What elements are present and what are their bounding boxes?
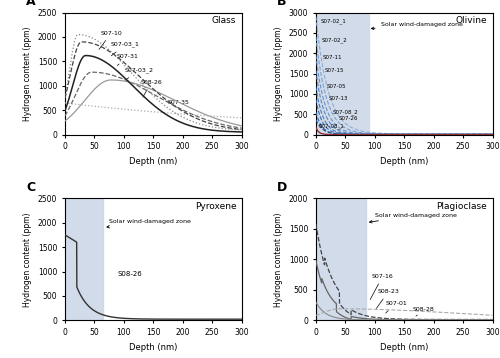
Bar — [65, 198, 104, 320]
Text: S08-28: S08-28 — [413, 307, 435, 316]
Bar — [316, 13, 369, 135]
Text: Pyroxene: Pyroxene — [194, 202, 236, 211]
Text: S07-35: S07-35 — [168, 100, 190, 111]
Text: S07-05: S07-05 — [326, 84, 346, 89]
Text: S07-15: S07-15 — [324, 68, 344, 73]
X-axis label: Depth (nm): Depth (nm) — [380, 157, 428, 166]
Text: Glass: Glass — [212, 16, 236, 25]
Y-axis label: Hydrogen content (ppm): Hydrogen content (ppm) — [274, 212, 283, 306]
Text: S08-26: S08-26 — [140, 80, 162, 97]
Bar — [316, 198, 366, 320]
Text: Solar wind-damaged zone: Solar wind-damaged zone — [372, 22, 462, 30]
Text: S07-01: S07-01 — [386, 301, 407, 313]
Text: Plagioclase: Plagioclase — [436, 202, 487, 211]
Text: S07-08_2: S07-08_2 — [332, 109, 358, 115]
Text: S07-13: S07-13 — [329, 97, 348, 102]
Text: Olivine: Olivine — [456, 16, 487, 25]
Text: S08-23: S08-23 — [376, 289, 400, 308]
Text: S07-11: S07-11 — [323, 54, 342, 59]
Text: S07-02_1: S07-02_1 — [320, 19, 346, 24]
Text: S07-10: S07-10 — [99, 30, 122, 49]
Text: B: B — [277, 0, 286, 8]
Text: S07-31: S07-31 — [117, 54, 138, 66]
Text: A: A — [26, 0, 36, 8]
Text: S07-03_1: S07-03_1 — [111, 42, 140, 56]
X-axis label: Depth (nm): Depth (nm) — [129, 343, 178, 352]
Text: S07-16: S07-16 — [370, 274, 394, 300]
Text: Solar wind-damaged zone: Solar wind-damaged zone — [370, 213, 456, 223]
Text: C: C — [26, 181, 36, 194]
X-axis label: Depth (nm): Depth (nm) — [380, 343, 428, 352]
Text: S07-03_2: S07-03_2 — [125, 68, 154, 79]
Text: D: D — [277, 181, 287, 194]
Y-axis label: Hydrogen content (ppm): Hydrogen content (ppm) — [274, 26, 283, 121]
X-axis label: Depth (nm): Depth (nm) — [129, 157, 178, 166]
Text: S07-08_1: S07-08_1 — [319, 124, 344, 130]
Text: S08-26: S08-26 — [118, 271, 142, 277]
Text: Solar wind-damaged zone: Solar wind-damaged zone — [107, 219, 191, 228]
Text: S07-02_2: S07-02_2 — [322, 37, 347, 43]
Text: S07-26: S07-26 — [338, 116, 357, 121]
Y-axis label: Hydrogen content (ppm): Hydrogen content (ppm) — [24, 26, 32, 121]
Y-axis label: Hydrogen content (ppm): Hydrogen content (ppm) — [24, 212, 32, 306]
